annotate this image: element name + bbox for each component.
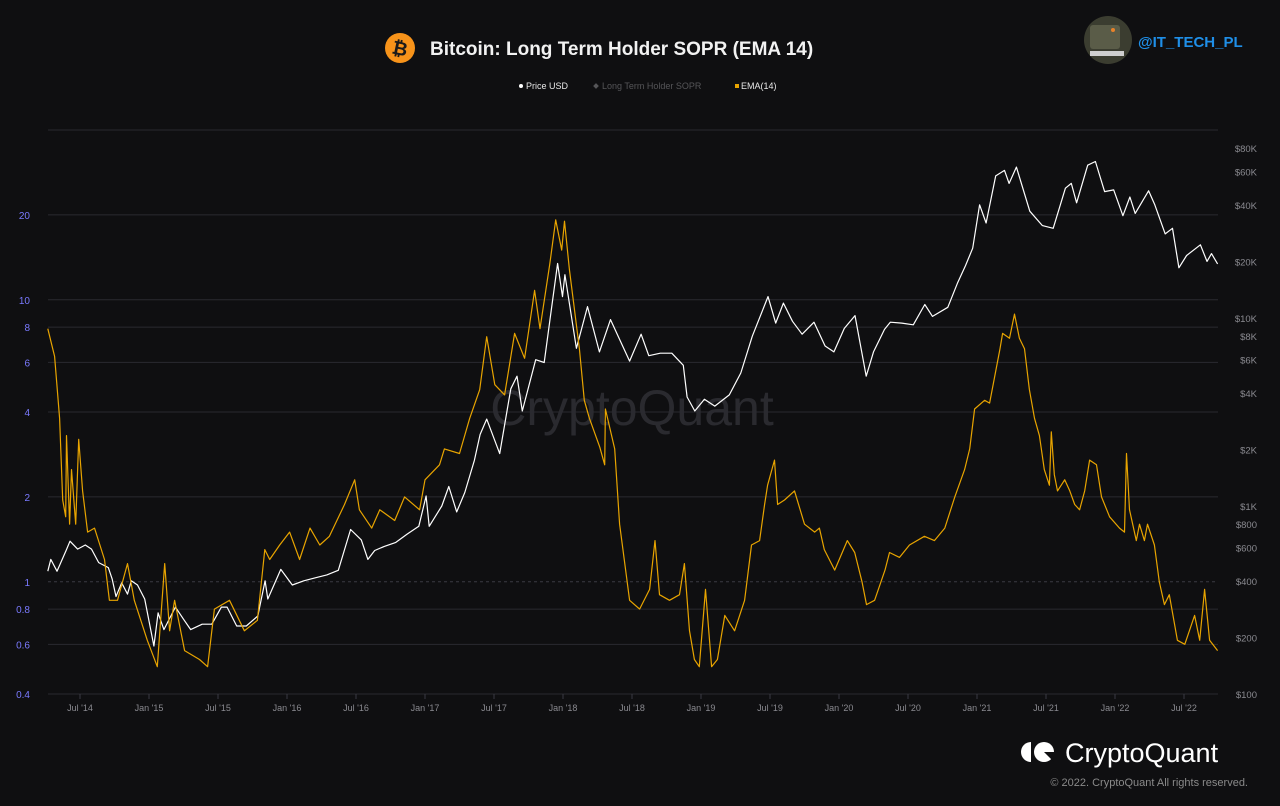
y-right-tick-label: $60K (1235, 168, 1258, 179)
plot-area (47, 160, 1219, 668)
grid (48, 129, 1218, 695)
y-left-tick-label: 20 (19, 211, 31, 222)
x-tick-label: Jul '22 (1171, 703, 1197, 713)
y-right-tick-label: $600 (1236, 544, 1257, 555)
x-tick-label: Jan '21 (963, 703, 992, 713)
avatar (1084, 16, 1132, 64)
x-tick-label: Jan '19 (687, 703, 716, 713)
y-right-tick-label: $80K (1235, 144, 1258, 155)
footer-logo-text: CryptoQuant (1065, 738, 1219, 768)
x-tick-label: Jul '14 (67, 703, 93, 713)
y-left-tick-label: 0.4 (16, 690, 30, 701)
y-left-tick-label: 8 (24, 323, 30, 334)
series-line-ema14 (47, 219, 1219, 668)
y-right-tick-label: $4K (1240, 389, 1258, 400)
x-tick-label: Jul '16 (343, 703, 369, 713)
y-left-tick-label: 2 (24, 493, 30, 504)
y-axis-right: $80K $60K $40K $20K $10K $8K $6K $4K $2K $1K $800 $… (1235, 144, 1258, 701)
watermark: CryptoQuant (490, 380, 774, 436)
x-tick-label: Jan '16 (273, 703, 302, 713)
social-handle: @IT_TECH_PL (1138, 34, 1243, 51)
x-tick-label: Jan '17 (411, 703, 440, 713)
series-line-price-usd (47, 160, 1219, 647)
y-left-tick-label: 0.8 (16, 605, 30, 616)
y-left-tick-label: 0.6 (16, 640, 30, 651)
legend: Price USD Long Term Holder SOPR EMA(14) (519, 81, 777, 91)
y-right-tick-label: $6K (1240, 356, 1258, 367)
x-axis: Jul '14 Jan '15 Jul '15 Jan '16 Jul '16 Jan '… (67, 694, 1197, 713)
y-right-tick-label: $200 (1236, 633, 1257, 644)
x-tick-label: Jan '22 (1101, 703, 1130, 713)
y-right-tick-label: $20K (1235, 257, 1258, 268)
chart-title: Bitcoin: Long Term Holder SOPR (EMA 14) (430, 39, 813, 60)
y-right-tick-label: $10K (1235, 314, 1258, 325)
x-tick-label: Jul '17 (481, 703, 507, 713)
x-tick-label: Jul '15 (205, 703, 231, 713)
y-left-tick-label: 6 (24, 358, 30, 369)
svg-text:EMA(14): EMA(14) (741, 81, 777, 91)
y-right-tick-label: $100 (1236, 690, 1257, 701)
y-right-tick-label: $400 (1236, 577, 1257, 588)
svg-text:Long Term Holder SOPR: Long Term Holder SOPR (602, 81, 702, 91)
x-tick-label: Jul '21 (1033, 703, 1059, 713)
y-axis-left: 20 10 8 6 4 2 1 0.8 0.6 0.4 (16, 211, 30, 701)
legend-item-price[interactable]: Price USD (519, 81, 569, 91)
svg-text:₿: ₿ (390, 38, 410, 62)
y-left-tick-label: 10 (19, 296, 31, 307)
y-right-tick-label: $8K (1240, 332, 1258, 343)
x-tick-label: Jan '18 (549, 703, 578, 713)
x-tick-label: Jan '15 (135, 703, 164, 713)
x-tick-label: Jul '18 (619, 703, 645, 713)
y-left-tick-label: 4 (24, 408, 30, 419)
bitcoin-icon: ₿ (385, 33, 415, 63)
x-tick-label: Jul '20 (895, 703, 921, 713)
y-right-tick-label: $40K (1235, 201, 1258, 212)
y-right-tick-label: $800 (1236, 520, 1257, 531)
svg-text:Price USD: Price USD (526, 81, 569, 91)
y-right-tick-label: $1K (1240, 502, 1258, 513)
cryptoquant-logo-icon (1021, 742, 1054, 762)
x-tick-label: Jan '20 (825, 703, 854, 713)
y-right-tick-label: $2K (1240, 445, 1258, 456)
legend-item-lth-sopr[interactable]: Long Term Holder SOPR (593, 81, 702, 91)
x-tick-label: Jul '19 (757, 703, 783, 713)
y-left-tick-label: 1 (24, 578, 30, 589)
copyright: © 2022. CryptoQuant All rights reserved. (1050, 777, 1248, 789)
legend-item-ema14[interactable]: EMA(14) (735, 81, 777, 91)
